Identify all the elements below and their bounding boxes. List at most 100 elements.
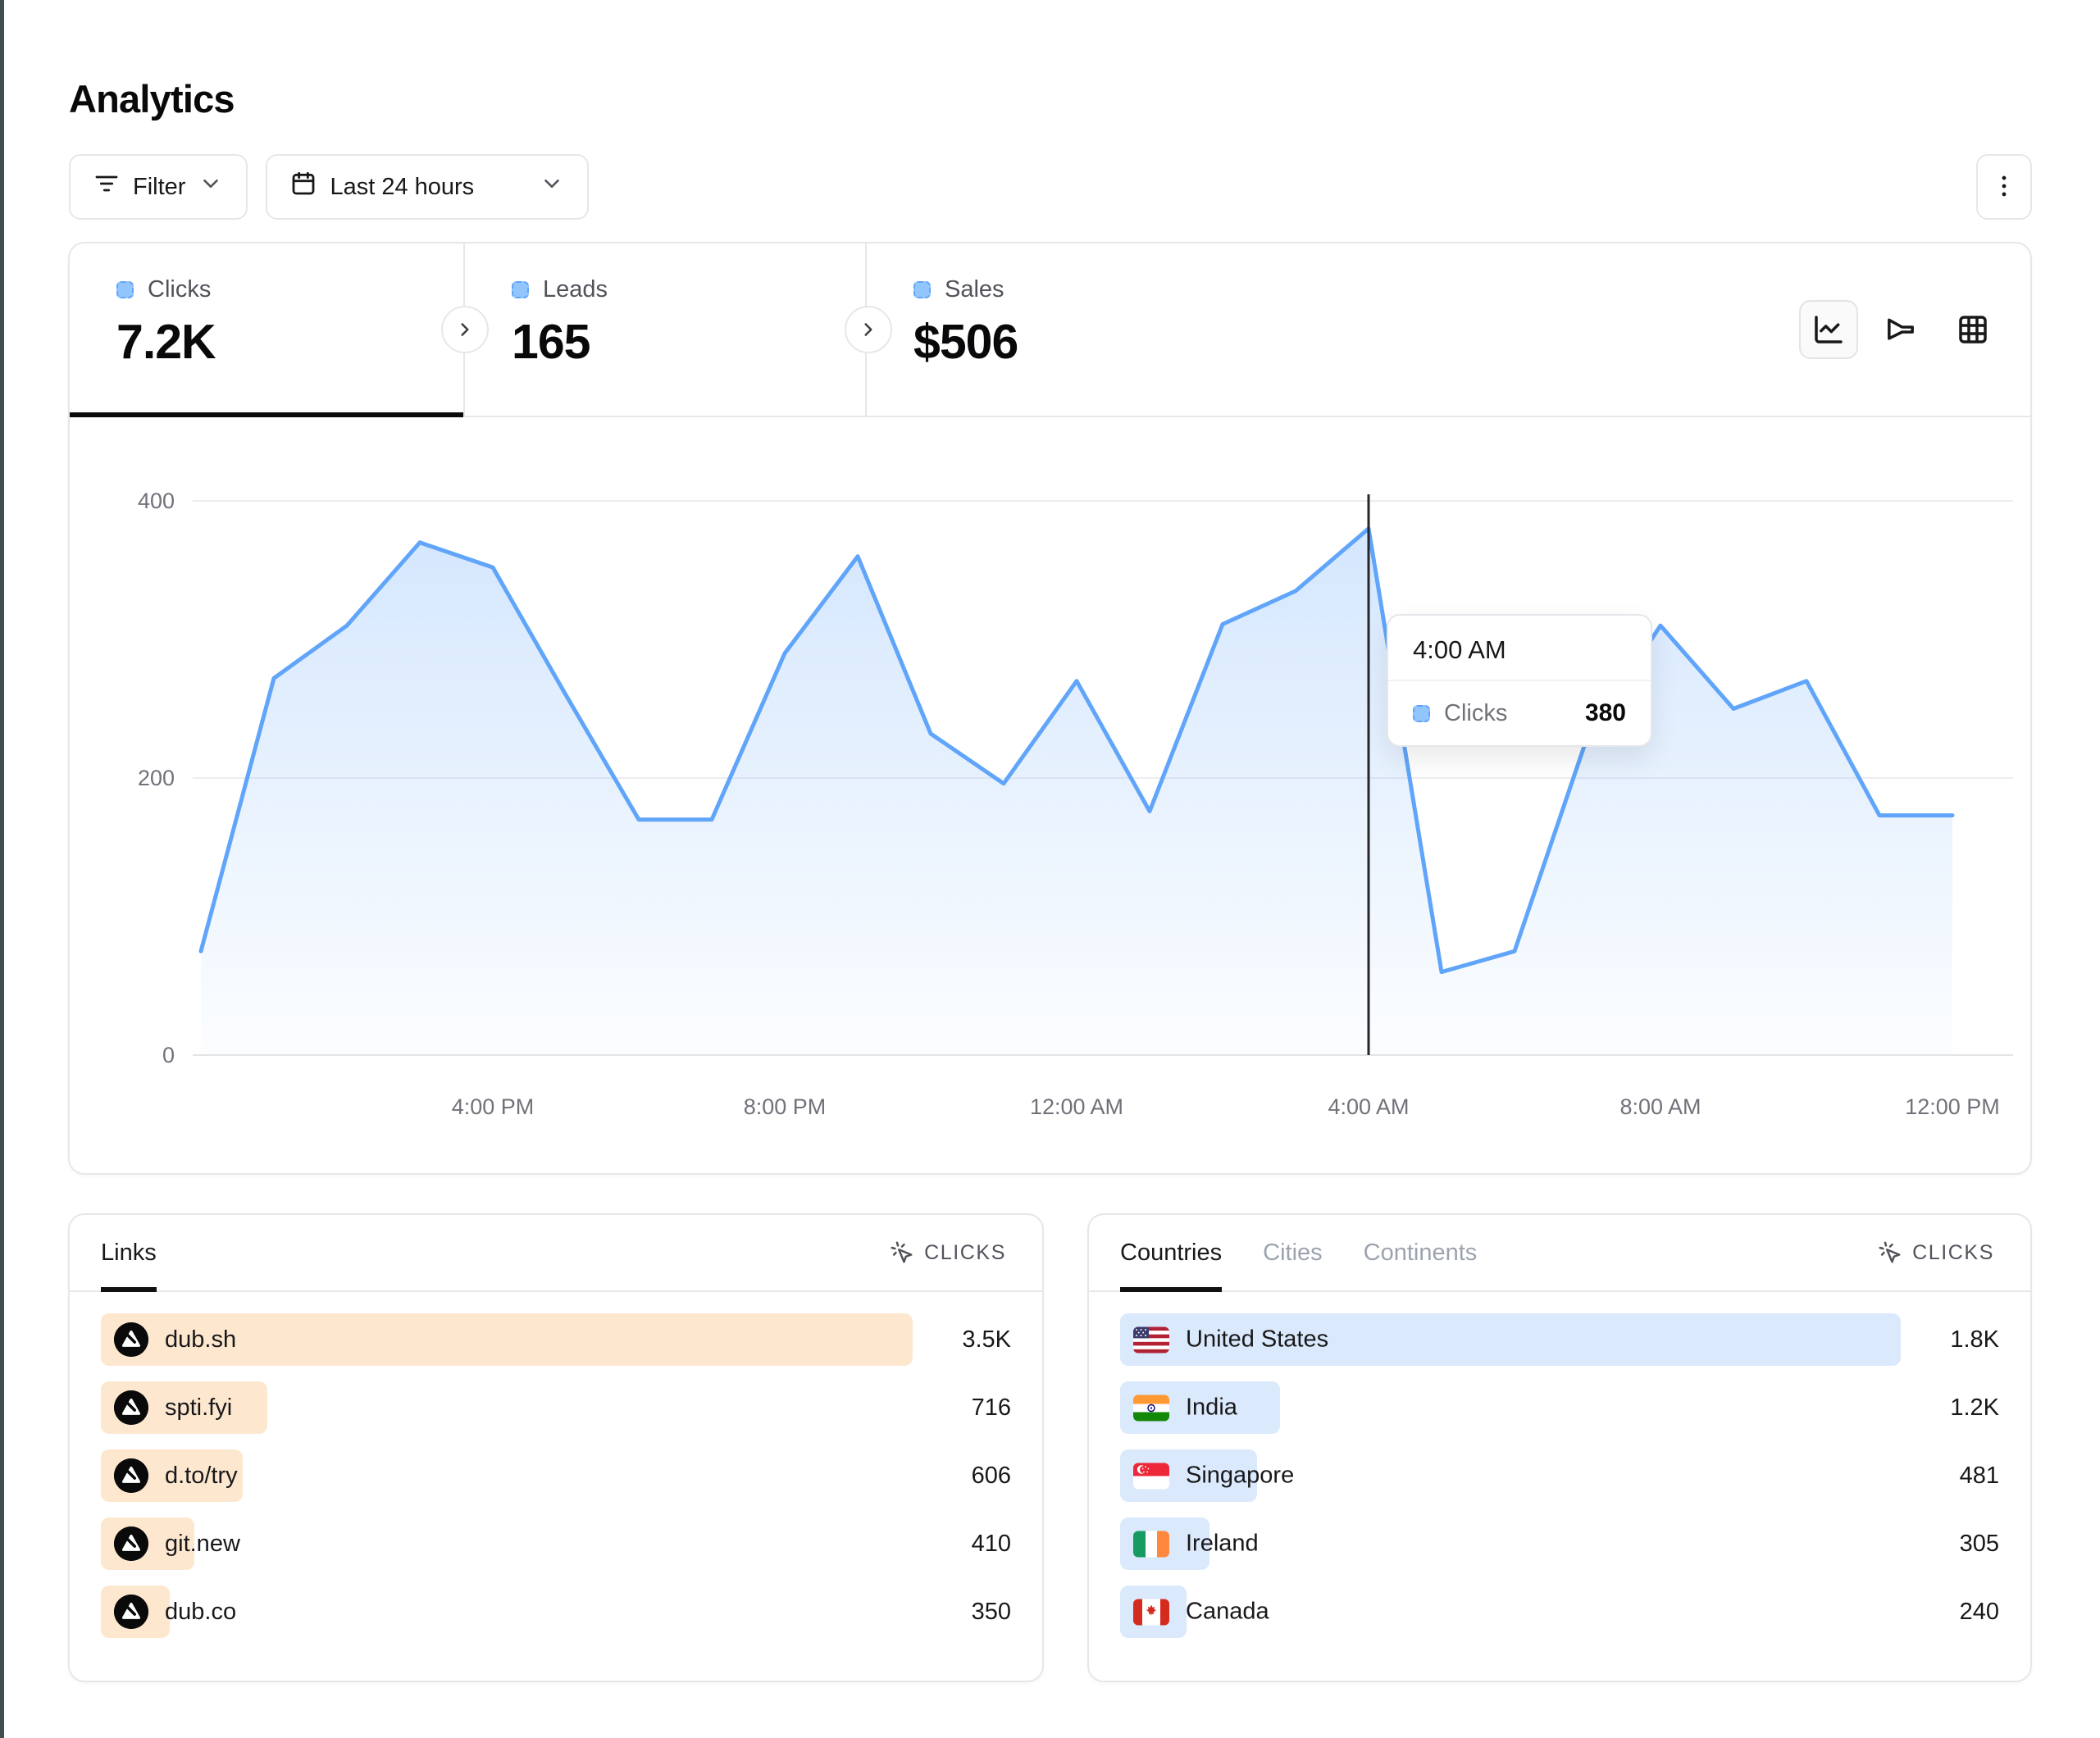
mouse-pointer-click-icon <box>1879 1241 1901 1263</box>
countries-metric-label: CLICKS <box>1912 1240 1994 1264</box>
analytics-card: Clicks 7.2K Leads 165 Sales $506 <box>68 242 2032 1175</box>
stat-label: Clicks <box>148 276 212 303</box>
link-label: dub.sh <box>165 1326 237 1353</box>
countries-metric-selector[interactable]: CLICKS <box>1873 1240 1999 1266</box>
flag-in-icon <box>1133 1394 1169 1421</box>
links-metric-label: CLICKS <box>924 1240 1006 1264</box>
expand-stat-button[interactable] <box>441 306 489 353</box>
tab-links[interactable]: Links <box>101 1215 157 1292</box>
x-axis-label: 12:00 PM <box>1905 1094 2000 1119</box>
dub-logo-icon <box>114 1390 148 1425</box>
window-edge-strip <box>0 0 4 1738</box>
x-axis-label: 12:00 AM <box>1030 1094 1123 1119</box>
table-grid-icon <box>1959 316 1987 344</box>
tooltip-value: 380 <box>1584 699 1626 726</box>
tooltip-time: 4:00 AM <box>1388 616 1651 681</box>
filter-button-label: Filter <box>133 173 186 200</box>
country-row[interactable]: Singapore 481 <box>1120 1449 1999 1502</box>
date-range-button[interactable]: Last 24 hours <box>266 154 590 220</box>
country-clicks-value: 1.2K <box>1950 1394 1999 1421</box>
more-options-button[interactable] <box>1976 154 2032 220</box>
country-label: United States <box>1186 1326 1329 1353</box>
link-label: d.to/try <box>165 1462 238 1489</box>
mouse-pointer-click-icon <box>891 1241 913 1263</box>
country-label: Ireland <box>1186 1530 1259 1557</box>
country-row[interactable]: Canada 240 <box>1120 1586 1999 1638</box>
line-chart-view-button[interactable] <box>1799 300 1858 359</box>
link-row[interactable]: dub.co 350 <box>101 1586 1011 1638</box>
link-row[interactable]: git.new 410 <box>101 1517 1011 1570</box>
tab-countries[interactable]: Countries <box>1120 1215 1223 1292</box>
stat-value: $506 <box>913 315 1018 369</box>
country-label: Singapore <box>1186 1462 1295 1489</box>
dub-logo-icon <box>114 1595 148 1629</box>
x-axis-label: 8:00 AM <box>1619 1094 1701 1119</box>
link-row[interactable]: dub.sh 3.5K <box>101 1313 1011 1366</box>
link-clicks-value: 3.5K <box>962 1326 1011 1353</box>
links-metric-selector[interactable]: CLICKS <box>885 1240 1011 1266</box>
dub-logo-icon <box>114 1526 148 1561</box>
clicks-chart[interactable]: 0 200 400 4:00 PM 8:00 PM 12:00 AM 4:00 AM 8:00… <box>70 419 2030 1173</box>
dub-logo-icon <box>114 1322 148 1357</box>
stat-tab-sales[interactable]: Sales $506 <box>867 243 1260 416</box>
links-list: dub.sh 3.5K spti.fyi 716 d.to/try 606 git.new 4… <box>70 1292 1042 1638</box>
country-row[interactable]: India 1.2K <box>1120 1381 1999 1434</box>
countries-card: Countries Cities Continents CLICKS United … <box>1087 1213 2032 1682</box>
link-row[interactable]: d.to/try 606 <box>101 1449 1011 1502</box>
expand-stat-button[interactable] <box>845 306 892 353</box>
flag-ca-icon <box>1133 1599 1169 1625</box>
calendar-icon <box>290 171 317 203</box>
page-title: Analytics <box>69 77 235 121</box>
y-axis-label: 400 <box>138 489 175 513</box>
stat-value: 165 <box>512 315 590 369</box>
x-axis-label: 8:00 PM <box>744 1094 827 1119</box>
toolbar: Filter Last 24 hours <box>69 154 590 220</box>
country-clicks-value: 1.8K <box>1950 1326 1999 1353</box>
chevron-right-icon <box>864 323 872 336</box>
clicks-area-fill <box>201 528 1952 1055</box>
link-clicks-value: 350 <box>971 1598 1011 1625</box>
leads-legend-swatch <box>512 281 529 298</box>
dub-logo-icon <box>114 1458 148 1493</box>
clicks-legend-swatch <box>116 281 134 298</box>
flag-ie-icon <box>1133 1531 1169 1557</box>
sales-legend-swatch <box>913 281 931 298</box>
chevron-right-icon <box>461 323 469 336</box>
tab-cities[interactable]: Cities <box>1263 1215 1323 1290</box>
country-label: India <box>1186 1394 1237 1421</box>
country-clicks-value: 305 <box>1959 1530 1999 1557</box>
stat-tab-clicks[interactable]: Clicks 7.2K <box>70 243 465 417</box>
stat-label: Sales <box>945 276 1004 303</box>
countries-tabs: Countries Cities Continents <box>1120 1215 1478 1292</box>
chevron-down-icon <box>198 171 223 202</box>
stat-label: Leads <box>543 276 608 303</box>
chevron-down-icon <box>540 171 564 202</box>
filter-button[interactable]: Filter <box>69 154 248 220</box>
tooltip-series-label: Clicks <box>1444 699 1508 726</box>
link-label: git.new <box>165 1530 240 1557</box>
funnel-view-button[interactable] <box>1871 300 1930 359</box>
flag-sg-icon <box>1133 1463 1169 1489</box>
country-clicks-value: 481 <box>1959 1462 1999 1489</box>
countries-card-header: Countries Cities Continents CLICKS <box>1089 1215 2030 1292</box>
tab-continents[interactable]: Continents <box>1364 1215 1478 1290</box>
links-card: Links CLICKS dub.sh 3.5K spti.fyi 716 d.to/t… <box>68 1213 1044 1682</box>
link-label: spti.fyi <box>165 1394 233 1421</box>
country-row[interactable]: United States 1.8K <box>1120 1313 1999 1366</box>
country-row[interactable]: Ireland 305 <box>1120 1517 1999 1570</box>
link-clicks-value: 716 <box>971 1394 1011 1421</box>
clicks-area-chart[interactable]: 0 200 400 4:00 PM 8:00 PM 12:00 AM 4:00 AM 8:00… <box>70 419 2030 1176</box>
y-axis-label: 0 <box>162 1043 175 1067</box>
link-label: dub.co <box>165 1598 237 1625</box>
table-view-button[interactable] <box>1943 300 2002 359</box>
tooltip-legend-swatch <box>1413 704 1430 722</box>
stat-value: 7.2K <box>116 315 216 369</box>
funnel-chart-icon <box>1888 318 1914 340</box>
links-card-header: Links CLICKS <box>70 1215 1042 1292</box>
date-range-label: Last 24 hours <box>330 173 475 200</box>
x-axis-label: 4:00 AM <box>1328 1094 1409 1119</box>
stat-tab-leads[interactable]: Leads 165 <box>465 243 867 416</box>
link-row[interactable]: spti.fyi 716 <box>101 1381 1011 1434</box>
chart-tooltip: 4:00 AM Clicks 380 <box>1387 614 1652 747</box>
x-axis-label: 4:00 PM <box>452 1094 535 1119</box>
